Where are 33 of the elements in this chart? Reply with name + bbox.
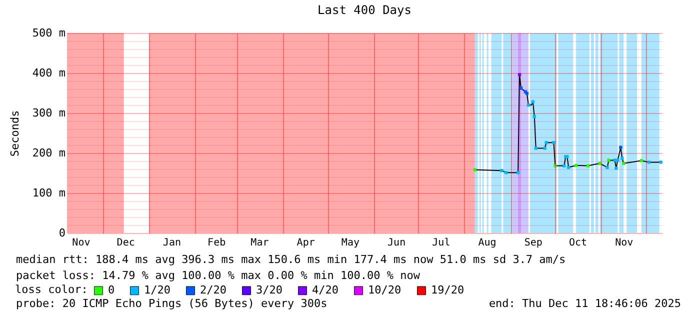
- x-tick-label: Aug: [478, 238, 496, 248]
- legend-label: 3/20: [256, 284, 282, 297]
- x-tick-label: Dec: [116, 238, 135, 248]
- x-tick-label: Oct: [569, 238, 588, 248]
- y-tick-label: 500 m: [32, 26, 66, 40]
- legend-label: 19/20: [431, 284, 464, 297]
- x-tick-label: May: [341, 238, 360, 248]
- text: packet loss: 14.79 % avg 100.00 % max 0.00 % min 100.00 % now: [16, 269, 420, 282]
- legend-label: 10/20: [368, 284, 402, 297]
- legend-title: loss color:: [15, 283, 88, 296]
- text: probe: 20 ICMP Echo Pings (56 Bytes) every 300s: [16, 297, 328, 310]
- x-tick-label: Sep: [524, 238, 542, 248]
- x-tick-label: Jul: [432, 238, 450, 248]
- legend-label: 4/20: [312, 284, 338, 297]
- chart-title: Last 400 Days: [318, 3, 412, 17]
- y-tick-label: 400 m: [32, 66, 66, 80]
- legend-label: 0: [108, 284, 115, 297]
- x-tick-label: Nov: [615, 238, 634, 248]
- legend-label: 1/20: [144, 284, 170, 297]
- y-tick-label: 0: [58, 226, 66, 240]
- y-tick-label: 200 m: [32, 146, 66, 160]
- legend-label: 2/20: [200, 284, 226, 297]
- text: median rtt: 188.4 ms avg 396.3 ms max 150.6 ms min 177.4 ms now 51.0 ms sd 3.7 am/s: [16, 253, 566, 266]
- x-tick-label: Nov: [72, 238, 90, 248]
- y-axis-title: Seconds: [8, 110, 22, 157]
- x-tick-label: Jun: [388, 238, 406, 248]
- text: end: Thu Dec 11 18:46:06 2025: [488, 297, 681, 310]
- x-tick-label: Jan: [162, 238, 181, 248]
- y-tick-label: 100 m: [32, 186, 66, 200]
- x-tick-label: Apr: [296, 238, 315, 248]
- x-tick-label: Feb: [208, 238, 226, 248]
- y-tick-label: 300 m: [32, 106, 66, 120]
- x-tick-label: Mar: [250, 238, 269, 248]
